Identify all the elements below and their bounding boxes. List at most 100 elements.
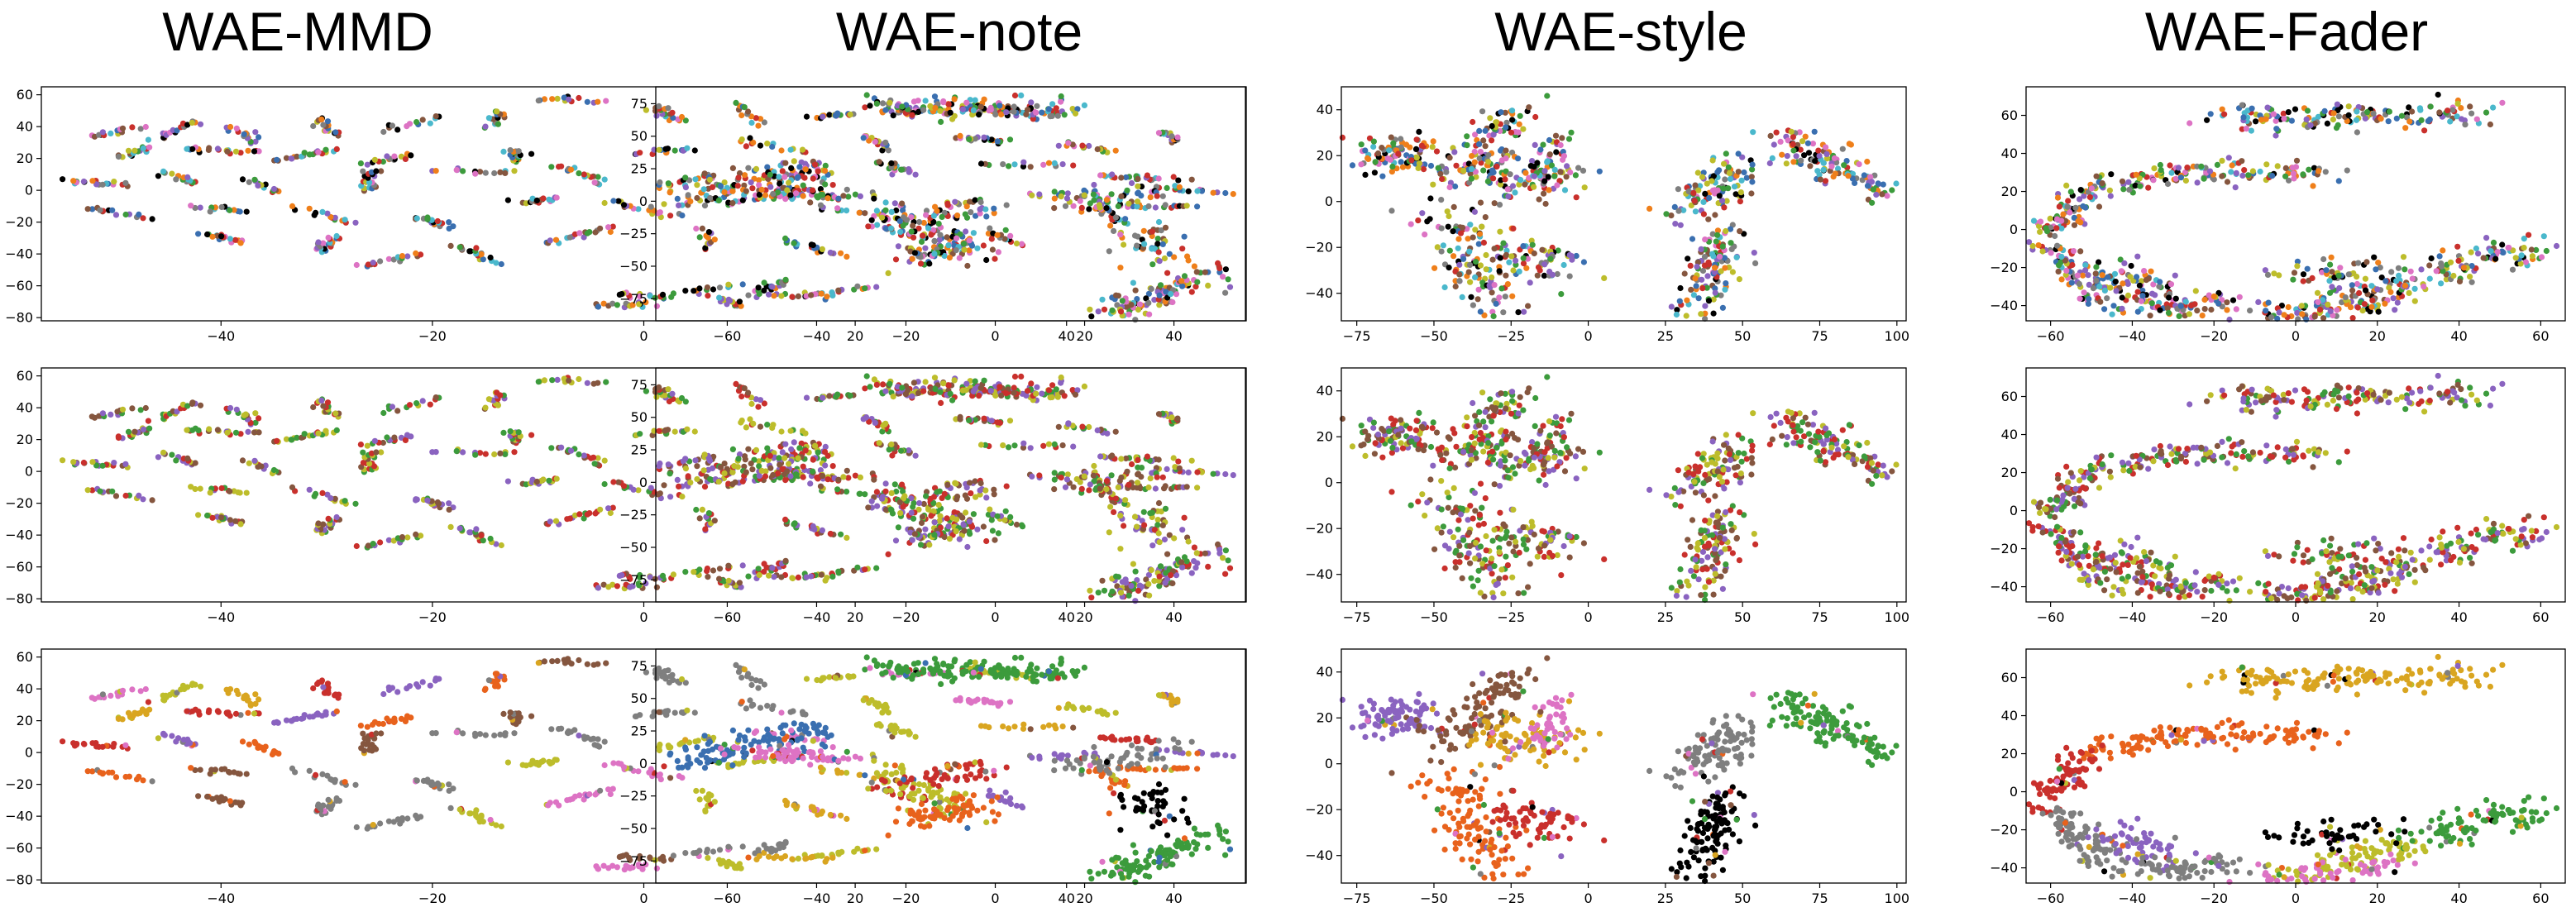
point [729,200,736,207]
point [643,299,649,306]
point [1152,485,1159,492]
point [319,208,326,215]
point [1804,140,1811,146]
point [1541,178,1548,184]
point [111,179,117,185]
point [808,292,815,298]
title-wae-mmd: WAE-MMD [162,1,433,62]
point [1514,155,1522,162]
point [360,449,366,456]
point [333,232,340,240]
point [745,292,752,298]
point [1051,441,1058,448]
point [1168,291,1174,298]
point [310,122,317,130]
point [2487,121,2493,128]
point [876,440,882,446]
point [2058,225,2065,232]
point [447,523,454,531]
point [2521,245,2527,251]
point [1482,214,1489,221]
point [2165,309,2172,316]
point [1398,159,1404,165]
point [2257,168,2263,175]
point [705,574,711,580]
point [874,503,881,509]
point [1477,308,1484,315]
point [592,229,599,236]
point [702,245,709,251]
point [1055,142,1062,149]
point [938,118,944,125]
point [1784,153,1790,160]
point [2273,126,2280,132]
point [824,294,830,300]
point [195,512,202,518]
point [1690,189,1697,197]
point [2109,311,2115,318]
point [678,113,686,121]
point [218,203,225,211]
point [1496,202,1503,208]
point [245,428,251,435]
point [789,294,796,300]
point [1446,155,1453,161]
point [1370,143,1377,150]
y-tick-label: 60 [17,368,33,384]
point [2239,102,2245,108]
point [324,210,331,217]
point [1580,259,1587,265]
point [1058,98,1064,105]
point [953,247,959,254]
point [694,194,700,202]
point [566,515,573,522]
point [549,96,556,103]
point [535,379,542,385]
y-tick-label: 60 [2001,107,2018,123]
point [2426,262,2433,269]
point [2374,286,2381,293]
point [1723,227,1729,235]
point [1039,109,1045,116]
point [1479,223,1485,230]
point [251,429,258,436]
point [1668,303,1675,310]
point [1155,218,1163,226]
point [1811,128,1818,135]
point [1790,141,1796,147]
point [922,379,929,385]
point [1349,162,1356,169]
point [2110,303,2117,309]
point [2119,305,2125,312]
point [2035,242,2042,249]
point [1386,147,1393,154]
point [1097,204,1103,211]
point [1159,241,1166,247]
point [1790,134,1796,141]
point [1170,174,1177,180]
point [1451,149,1458,155]
point [243,489,250,496]
point [2285,303,2292,311]
point [778,147,785,154]
point [778,428,785,435]
point [209,514,216,521]
y-tick-label: −20 [1305,240,1333,255]
point [770,190,777,198]
point [865,223,872,230]
point [1490,175,1497,182]
point [306,205,313,212]
point [2225,155,2232,161]
point [500,148,507,155]
point [734,183,741,189]
point [1565,136,1573,142]
point [2309,275,2316,281]
point [729,165,737,171]
point [2139,293,2146,299]
point [1145,299,1152,306]
point [700,186,707,193]
point [99,410,106,417]
point [952,198,958,205]
point [2368,283,2375,289]
